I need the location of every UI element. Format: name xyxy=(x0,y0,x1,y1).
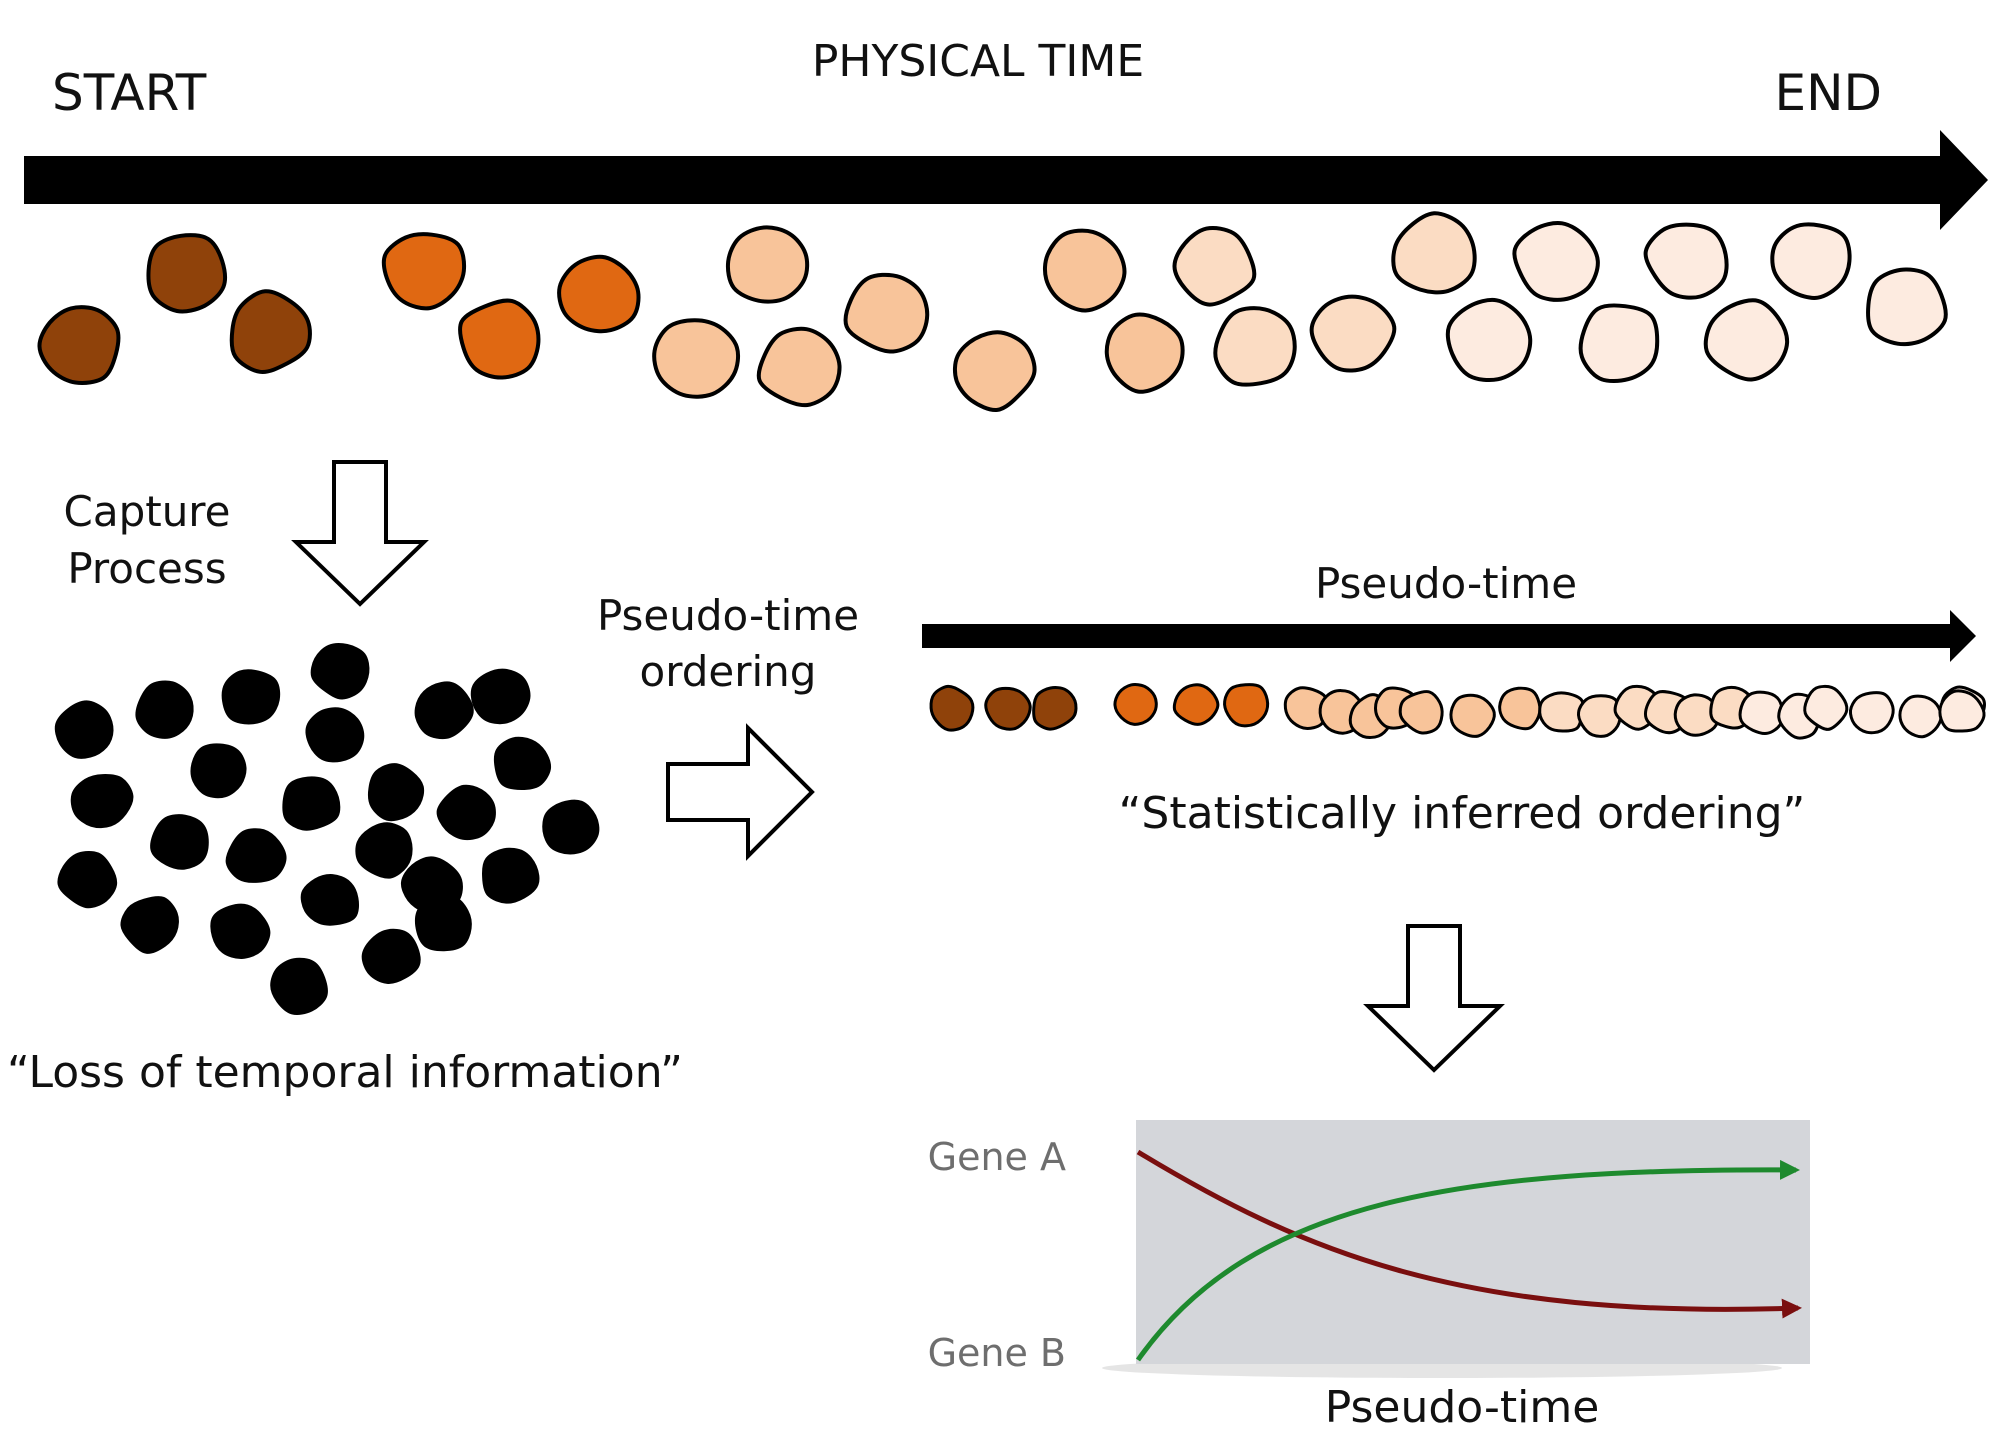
captured-cell xyxy=(210,903,271,960)
cell xyxy=(652,318,741,399)
ordered-cell xyxy=(1803,684,1849,731)
captured-cell xyxy=(355,822,413,879)
captured-cell xyxy=(221,669,281,725)
captured-cell xyxy=(300,874,360,926)
ordered-cell xyxy=(1223,683,1270,728)
plot-x-label: Pseudo-time xyxy=(1325,1382,1600,1433)
ordered-cell xyxy=(984,686,1032,731)
capture-label-line2: Process xyxy=(67,544,226,593)
pseudo-time-arrow xyxy=(922,610,1976,662)
captured-cell xyxy=(310,643,370,700)
captured-cell xyxy=(135,680,194,739)
ordered-cell xyxy=(1498,686,1542,731)
ordered-cell xyxy=(1032,686,1078,731)
cell xyxy=(1643,222,1729,300)
gene-a-curve xyxy=(1136,1149,1802,1319)
capture-caption: “Loss of temporal information” xyxy=(7,1047,683,1098)
ordered-cell xyxy=(1938,689,1986,733)
cell xyxy=(557,254,641,334)
plot-down-arrow-icon xyxy=(1363,924,1505,1073)
gene-a-label: Gene A xyxy=(928,1135,1066,1179)
captured-cell xyxy=(120,896,179,954)
captured-cell xyxy=(482,847,540,904)
cell xyxy=(756,326,842,408)
ordered-cell xyxy=(1538,691,1585,733)
captured-cell xyxy=(150,814,209,870)
captured-cell xyxy=(361,928,421,984)
cell xyxy=(1866,267,1948,347)
pseudo-time-title: Pseudo-time xyxy=(1315,559,1577,608)
gene-b-curve xyxy=(1135,1159,1800,1362)
ordered-cell xyxy=(1113,683,1158,726)
cell xyxy=(458,298,541,380)
cell xyxy=(1512,221,1600,302)
ordered-cell xyxy=(1898,694,1943,739)
cell xyxy=(381,232,467,311)
captured-cell xyxy=(414,894,472,952)
captured-cell xyxy=(493,736,552,791)
pseudo-time-caption: “Statistically inferred ordering” xyxy=(1119,788,1806,839)
cell xyxy=(1391,211,1477,295)
ordered-cell xyxy=(1449,693,1496,738)
plot-background xyxy=(1136,1120,1810,1364)
captured-cell xyxy=(70,774,134,829)
ordered-cell xyxy=(1172,683,1220,726)
physical-time-arrow xyxy=(24,130,1988,230)
capture-down-arrow-icon xyxy=(291,460,429,607)
ordered-cell xyxy=(1576,694,1622,738)
captured-cell xyxy=(305,707,365,763)
captured-cell xyxy=(470,668,531,725)
cell xyxy=(1104,312,1185,394)
captured-cell xyxy=(57,850,118,909)
captured-cell xyxy=(54,700,114,759)
cell xyxy=(37,305,121,385)
ordering-label-line2: ordering xyxy=(640,647,817,696)
cell xyxy=(1213,306,1297,387)
cell xyxy=(725,225,810,304)
captured-cell xyxy=(436,784,496,841)
gene-b-label: Gene B xyxy=(928,1331,1066,1375)
cell xyxy=(1578,303,1660,384)
captured-cells xyxy=(54,643,600,1015)
captured-cell xyxy=(414,681,474,740)
ordered-cell xyxy=(929,684,975,732)
cell xyxy=(1770,222,1852,300)
ordered-cell xyxy=(1673,693,1720,737)
start-label: START xyxy=(52,64,207,122)
cell xyxy=(1703,298,1790,382)
cell xyxy=(1445,297,1533,383)
captured-cell xyxy=(542,799,600,855)
ordered-cell xyxy=(1848,691,1895,735)
captured-cell xyxy=(282,776,341,831)
cell xyxy=(1042,228,1127,313)
ordered-cells xyxy=(929,683,1986,740)
captured-cell xyxy=(190,743,247,799)
captured-cell xyxy=(225,828,287,883)
captured-cell xyxy=(367,763,425,822)
cell xyxy=(843,272,930,354)
cell xyxy=(1309,294,1397,373)
ordering-right-arrow-icon xyxy=(666,723,815,861)
physical-time-title: PHYSICAL TIME xyxy=(812,36,1144,87)
cell xyxy=(1172,226,1257,307)
ordering-label-line1: Pseudo-time xyxy=(597,591,859,640)
cell xyxy=(146,233,228,314)
physical-time-cells xyxy=(37,211,1948,412)
cell xyxy=(952,330,1037,412)
cell xyxy=(229,289,312,374)
ordered-cell xyxy=(1398,690,1444,735)
end-label: END xyxy=(1775,64,1883,122)
capture-label-line1: Capture xyxy=(64,487,231,536)
ordered-cell xyxy=(1738,690,1785,735)
captured-cell xyxy=(270,957,328,1015)
